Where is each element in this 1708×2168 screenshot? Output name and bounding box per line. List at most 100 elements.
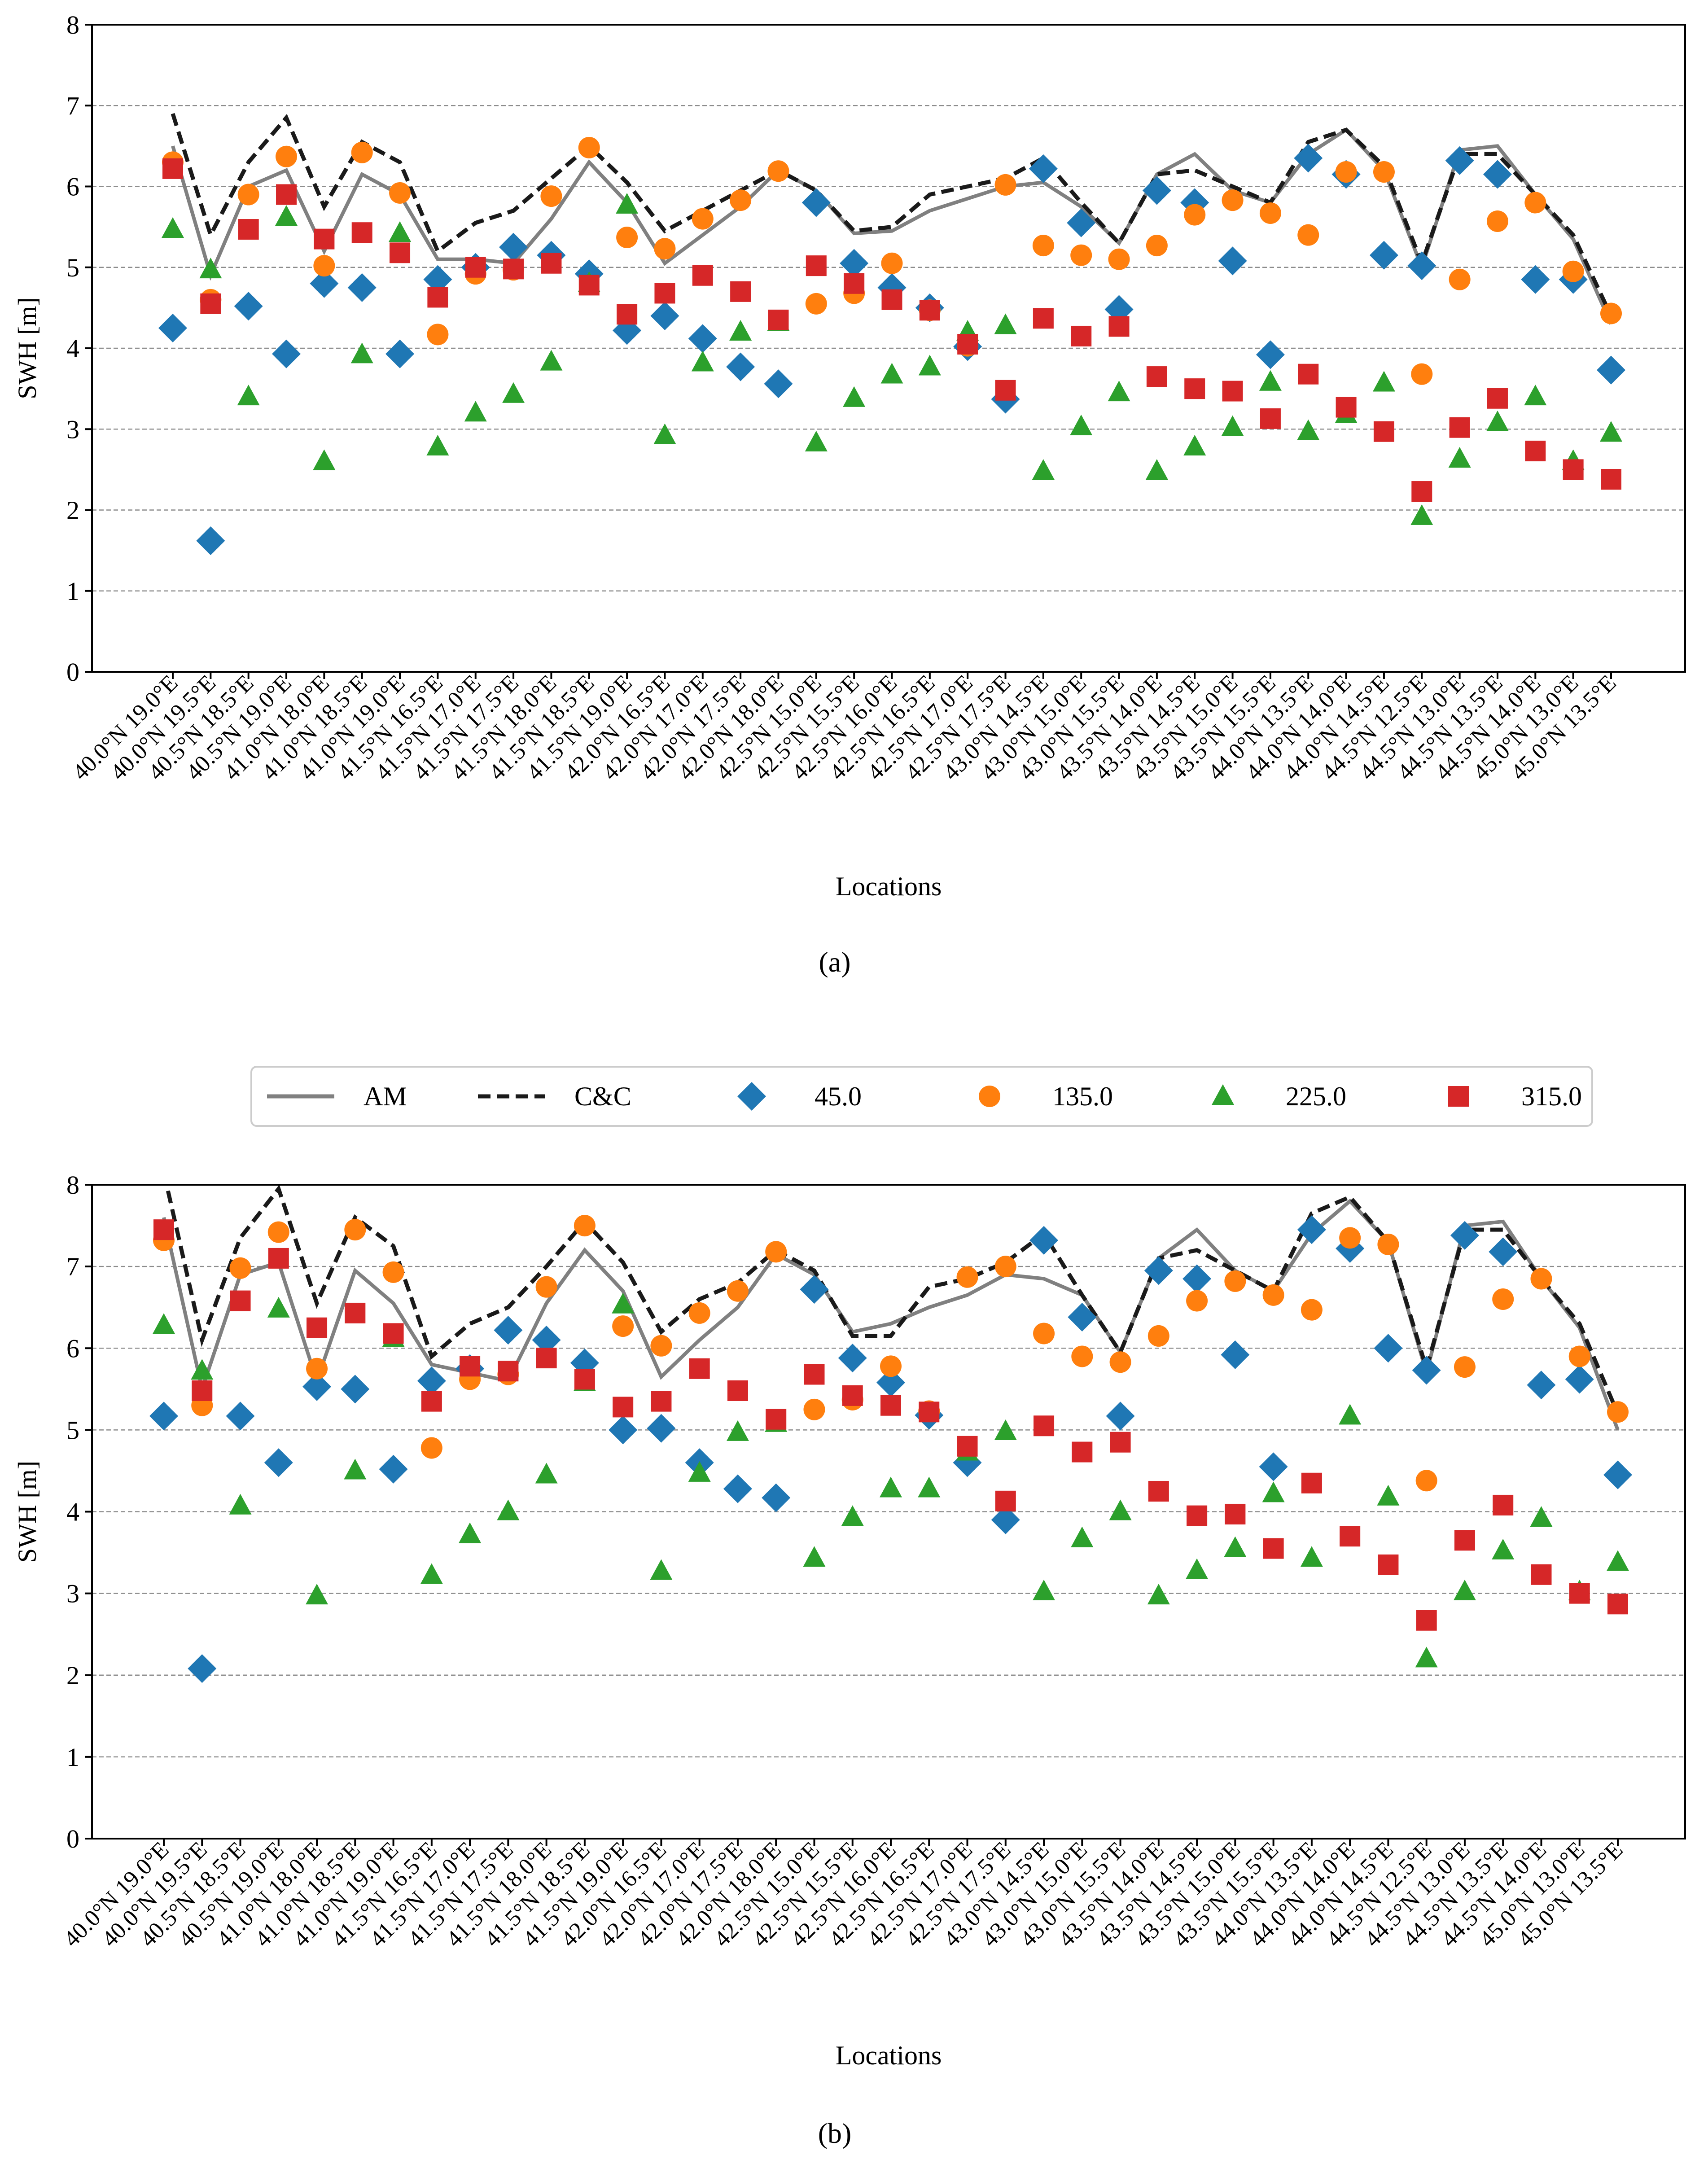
data-point-square bbox=[192, 1380, 213, 1401]
data-point-diamond bbox=[264, 1448, 293, 1477]
data-point-circle bbox=[692, 208, 714, 230]
data-point-square bbox=[345, 1302, 366, 1323]
data-point-diamond bbox=[226, 1402, 255, 1431]
data-point-circle bbox=[267, 1221, 289, 1243]
data-point-square bbox=[995, 380, 1016, 401]
legend-swatch bbox=[1448, 1086, 1469, 1107]
data-point-triangle bbox=[1339, 1404, 1362, 1425]
x-axis-label: Locations bbox=[836, 2041, 942, 2070]
legend-swatch bbox=[979, 1086, 1000, 1107]
data-point-diamond bbox=[1294, 144, 1323, 173]
data-point-diamond bbox=[196, 526, 225, 555]
data-point-square bbox=[768, 309, 789, 330]
data-point-circle bbox=[1186, 1290, 1208, 1312]
data-point-triangle bbox=[918, 355, 941, 376]
data-point-diamond bbox=[341, 1375, 370, 1404]
legend-box bbox=[250, 1066, 1593, 1127]
y-tick-label: 6 bbox=[66, 1334, 79, 1363]
legend-label: AM bbox=[363, 1082, 407, 1111]
data-point-circle bbox=[1562, 260, 1584, 282]
y-tick-label: 2 bbox=[66, 1661, 79, 1690]
data-point-triangle bbox=[306, 1584, 328, 1605]
data-point-square bbox=[1378, 1554, 1399, 1575]
data-point-diamond bbox=[272, 339, 301, 368]
data-point-circle bbox=[1415, 1470, 1437, 1492]
data-point-triangle bbox=[1186, 1558, 1209, 1579]
data-point-diamond bbox=[1218, 246, 1247, 276]
data-point-triangle bbox=[1524, 385, 1547, 406]
data-point-circle bbox=[1568, 1345, 1590, 1367]
data-point-triangle bbox=[616, 193, 639, 214]
data-point-circle bbox=[420, 1437, 442, 1459]
data-point-diamond bbox=[1142, 176, 1171, 205]
data-point-diamond bbox=[723, 1474, 752, 1503]
data-point-diamond bbox=[1565, 1365, 1594, 1394]
series-layer bbox=[158, 113, 1625, 555]
data-point-square bbox=[1222, 381, 1243, 402]
y-tick-label: 1 bbox=[66, 577, 79, 606]
data-point-circle bbox=[1486, 210, 1508, 232]
y-axis-label: SWH [m] bbox=[13, 1461, 42, 1563]
data-point-circle bbox=[237, 184, 259, 206]
data-point-square bbox=[1187, 1505, 1208, 1526]
data-point-square bbox=[1531, 1564, 1552, 1585]
data-point-circle bbox=[382, 1261, 404, 1283]
data-point-triangle bbox=[653, 423, 676, 444]
data-point-diamond bbox=[1412, 1356, 1441, 1385]
data-point-circle bbox=[654, 238, 676, 260]
data-point-diamond bbox=[1521, 265, 1550, 294]
data-point-triangle bbox=[344, 1458, 367, 1480]
data-point-diamond bbox=[158, 313, 187, 342]
y-tick-label: 3 bbox=[66, 1579, 79, 1608]
y-tick-label: 7 bbox=[66, 1252, 79, 1281]
data-point-circle bbox=[574, 1215, 596, 1237]
y-tick-label: 4 bbox=[66, 1498, 79, 1527]
data-point-square bbox=[1108, 316, 1130, 337]
y-tick-label: 5 bbox=[66, 253, 79, 282]
data-point-triangle bbox=[1071, 1526, 1094, 1547]
data-point-diamond bbox=[991, 1505, 1020, 1534]
data-point-diamond bbox=[1106, 1402, 1135, 1431]
data-point-circle bbox=[1032, 235, 1054, 257]
legend-swatch bbox=[1212, 1084, 1234, 1105]
data-point-triangle bbox=[612, 1292, 635, 1314]
data-point-square bbox=[1607, 1594, 1628, 1615]
data-point-circle bbox=[994, 174, 1016, 196]
data-point-triangle bbox=[994, 1419, 1017, 1441]
data-point-square bbox=[541, 253, 562, 274]
data-point-circle bbox=[578, 136, 600, 158]
data-point-diamond bbox=[1067, 208, 1096, 237]
data-point-diamond bbox=[1029, 1226, 1059, 1255]
data-point-diamond bbox=[347, 273, 377, 302]
data-point-triangle bbox=[199, 258, 222, 279]
data-point-square bbox=[1034, 1415, 1055, 1437]
data-point-diamond bbox=[688, 324, 717, 353]
data-point-circle bbox=[1147, 1325, 1169, 1347]
data-point-diamond bbox=[1369, 241, 1398, 270]
data-point-triangle bbox=[153, 1313, 175, 1334]
data-point-square bbox=[162, 158, 183, 179]
data-point-diamond bbox=[762, 1483, 791, 1512]
data-point-square bbox=[383, 1323, 404, 1344]
data-point-circle bbox=[1070, 244, 1092, 266]
data-point-circle bbox=[1492, 1288, 1514, 1310]
data-point-square bbox=[427, 287, 448, 308]
data-point-circle bbox=[389, 182, 411, 204]
data-point-triangle bbox=[1221, 415, 1244, 436]
data-point-diamond bbox=[650, 301, 679, 330]
legend-label: 225.0 bbox=[1286, 1082, 1346, 1111]
data-point-square bbox=[880, 1395, 901, 1416]
data-point-circle bbox=[730, 189, 752, 211]
panel-label: (b) bbox=[818, 2117, 852, 2149]
data-point-circle bbox=[805, 293, 827, 315]
data-point-circle bbox=[1411, 363, 1433, 385]
data-point-circle bbox=[1222, 189, 1244, 211]
data-point-circle bbox=[344, 1219, 366, 1241]
data-point-square bbox=[730, 281, 751, 302]
data-point-circle bbox=[427, 324, 449, 346]
data-point-circle bbox=[994, 1256, 1016, 1278]
data-point-square bbox=[1569, 1583, 1590, 1604]
data-point-triangle bbox=[313, 449, 336, 470]
data-point-circle bbox=[1377, 1233, 1399, 1255]
legend-item-2250: 225.0 bbox=[1212, 1082, 1346, 1111]
